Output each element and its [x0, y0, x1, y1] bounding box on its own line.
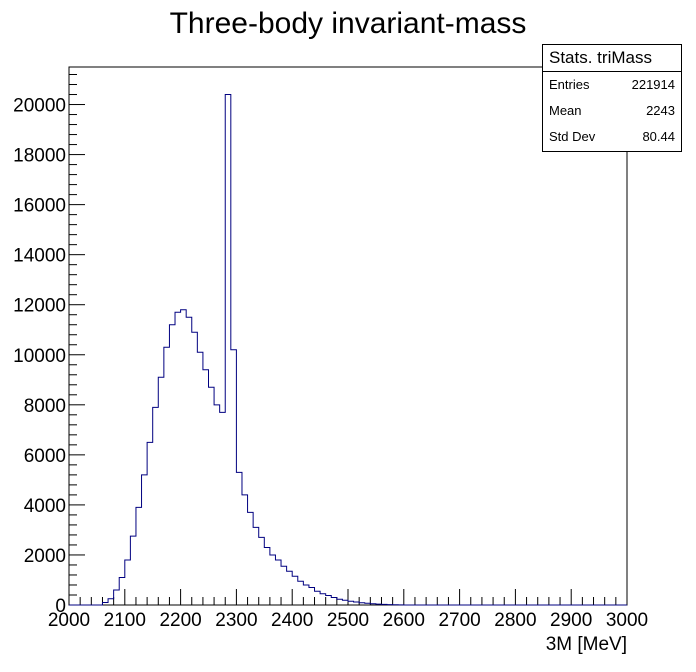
y-tick-label: 0: [55, 596, 66, 617]
stats-row-mean: Mean 2243: [543, 98, 681, 124]
y-tick-label: 16000: [13, 196, 66, 217]
x-tick-label: 2100: [104, 610, 146, 631]
y-tick-label: 6000: [24, 446, 66, 467]
stats-value: 80.44: [642, 129, 675, 144]
y-tick-label: 4000: [24, 496, 66, 517]
stats-label: Mean: [549, 103, 582, 118]
stats-value: 2243: [646, 103, 675, 118]
axes: 2000 2100 2200 2300 2400 2500 2600 2700 2800 2900…: [13, 74, 648, 631]
x-tick-label: 2700: [438, 610, 480, 631]
y-tick-label: 14000: [13, 246, 66, 267]
histogram-line: [69, 94, 627, 606]
y-tick-label: 18000: [13, 146, 66, 167]
y-tick-label: 2000: [24, 546, 66, 567]
x-tick-label: 2400: [271, 610, 313, 631]
y-tick-label: 10000: [13, 346, 66, 367]
stats-label: Entries: [549, 77, 590, 92]
x-tick-label: 2300: [215, 610, 257, 631]
chart-title: Three-body invariant-mass: [170, 7, 527, 40]
y-tick-label: 20000: [13, 96, 66, 117]
x-tick-label: 2600: [383, 610, 425, 631]
stats-label: Std Dev: [549, 129, 596, 144]
x-tick-label: 2500: [327, 610, 369, 631]
x-axis-label: 3M [MeV]: [546, 634, 627, 655]
stats-title: Stats. triMass: [543, 45, 681, 72]
x-tick-label: 3000: [606, 610, 648, 631]
stats-row-entries: Entries 221914: [543, 72, 681, 98]
x-tick-label: 2900: [550, 610, 592, 631]
stats-box: Stats. triMass Entries 221914 Mean 2243 …: [542, 44, 682, 152]
x-tick-label: 2000: [48, 610, 90, 631]
y-tick-label: 12000: [13, 296, 66, 317]
stats-value: 221914: [631, 77, 675, 92]
x-tick-label: 2200: [159, 610, 201, 631]
x-tick-label: 2800: [494, 610, 536, 631]
y-tick-label: 8000: [24, 396, 66, 417]
stats-row-stddev: Std Dev 80.44: [543, 124, 681, 150]
